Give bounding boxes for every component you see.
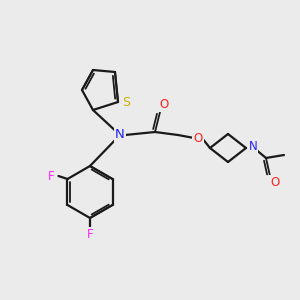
Text: F: F (48, 169, 55, 182)
Text: N: N (115, 128, 125, 142)
Text: F: F (87, 227, 93, 241)
Text: O: O (270, 176, 280, 188)
Text: O: O (194, 131, 202, 145)
Text: O: O (159, 98, 169, 112)
Text: S: S (122, 95, 130, 109)
Text: N: N (249, 140, 257, 152)
